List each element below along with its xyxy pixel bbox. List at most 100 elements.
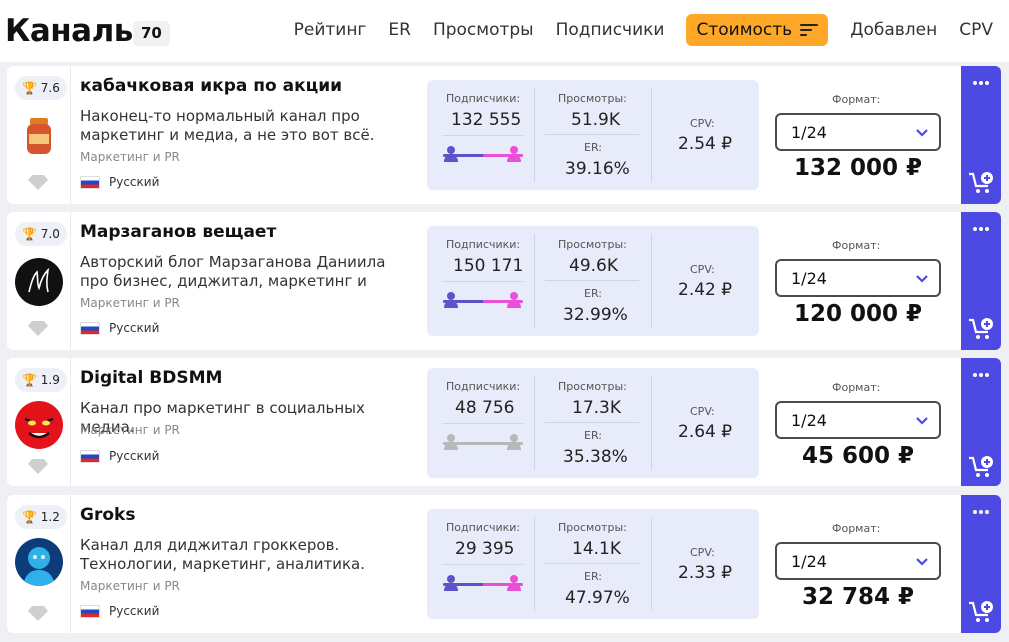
sort-subscribers[interactable]: Подписчики bbox=[555, 20, 665, 40]
signature-logo-icon[interactable] bbox=[15, 258, 63, 306]
blue-face-icon[interactable] bbox=[15, 538, 63, 586]
card-left-column: 🏆 7.0 bbox=[7, 212, 71, 350]
er-label: ER: bbox=[584, 141, 602, 154]
channel-name[interactable]: Digital BDSMM bbox=[80, 368, 223, 388]
channel-card[interactable]: 🏆 1.2 Groks Канал для диджитал гроккеров… bbox=[7, 495, 1001, 633]
sort-price-label: Стоимость bbox=[696, 20, 793, 40]
channel-category: Маркетинг и PR bbox=[80, 423, 180, 437]
channel-count-badge: 70 bbox=[133, 21, 170, 46]
channel-card[interactable]: 🏆 7.6 кабачковая икра по акции Наконец-т… bbox=[7, 66, 1001, 204]
channel-stats: Подписчики: 132 555 Просмотры: 51.9K ER:… bbox=[427, 80, 759, 190]
sort-added[interactable]: Добавлен bbox=[850, 20, 938, 40]
er-value: 39.16% bbox=[565, 159, 630, 179]
er-label: ER: bbox=[584, 429, 602, 442]
jar-icon[interactable] bbox=[15, 112, 63, 160]
more-icon[interactable] bbox=[972, 80, 990, 86]
gender-bar bbox=[443, 300, 523, 303]
subscribers-value: 29 395 bbox=[455, 539, 515, 559]
subscribers-value: 48 756 bbox=[455, 398, 515, 418]
diamond-icon[interactable] bbox=[28, 605, 48, 621]
channel-description: Авторский блог Марзаганова Даниила про б… bbox=[80, 253, 386, 290]
language-label: Русский bbox=[109, 321, 160, 335]
views-value: 49.6K bbox=[569, 256, 618, 276]
format-select[interactable]: 1/24 bbox=[775, 401, 941, 439]
gender-bar bbox=[443, 583, 523, 586]
channel-name[interactable]: Марзаганов вещает bbox=[80, 222, 277, 242]
gender-bar bbox=[443, 442, 523, 445]
russia-flag-icon bbox=[80, 449, 100, 463]
trophy-icon: 🏆 bbox=[22, 227, 37, 241]
format-label: Формат: bbox=[832, 381, 881, 394]
diamond-icon[interactable] bbox=[28, 174, 48, 190]
er-label: ER: bbox=[584, 287, 602, 300]
format-value: 1/24 bbox=[791, 269, 827, 288]
channel-card[interactable]: 🏆 7.0 Марзаганов вещает Авторский блог М… bbox=[7, 212, 1001, 350]
add-to-cart-icon[interactable] bbox=[968, 171, 994, 195]
gender-bar bbox=[443, 154, 523, 157]
format-value: 1/24 bbox=[791, 411, 827, 430]
more-icon[interactable] bbox=[972, 509, 990, 515]
cpv-label: CPV: bbox=[690, 546, 715, 559]
channel-stats: Подписчики: 29 395 Просмотры: 14.1K ER: … bbox=[427, 509, 759, 619]
channel-language: Русский bbox=[80, 175, 159, 189]
cpv-value: 2.33 ₽ bbox=[678, 563, 733, 583]
channel-name[interactable]: кабачковая икра по акции bbox=[80, 76, 343, 96]
subscribers-value: 150 171 bbox=[453, 256, 524, 276]
channel-card[interactable]: 🏆 1.9 Digital BDSMM Канал про маркетинг … bbox=[7, 358, 1001, 486]
subscribers-label: Подписчики: bbox=[446, 238, 521, 251]
add-to-cart-icon[interactable] bbox=[968, 455, 994, 479]
subscribers-value: 132 555 bbox=[451, 110, 522, 130]
rating-badge: 🏆 7.0 bbox=[15, 222, 67, 246]
chevron-down-icon bbox=[916, 417, 928, 425]
sort-views[interactable]: Просмотры bbox=[432, 20, 534, 40]
language-label: Русский bbox=[109, 449, 160, 463]
format-select[interactable]: 1/24 bbox=[775, 259, 941, 297]
cpv-label: CPV: bbox=[690, 263, 715, 276]
more-icon[interactable] bbox=[972, 226, 990, 232]
card-actions bbox=[961, 358, 1001, 486]
more-icon[interactable] bbox=[972, 372, 990, 378]
format-value: 1/24 bbox=[791, 123, 827, 142]
channel-category: Маркетинг и PR bbox=[80, 150, 180, 164]
er-value: 32.99% bbox=[563, 305, 628, 325]
format-select[interactable]: 1/24 bbox=[775, 113, 941, 151]
rating-value: 7.6 bbox=[40, 81, 60, 95]
cpv-label: CPV: bbox=[690, 405, 715, 418]
cpv-value: 2.64 ₽ bbox=[678, 422, 733, 442]
channel-description: Канал для диджитал гроккеров. Технологии… bbox=[80, 536, 365, 573]
add-to-cart-icon[interactable] bbox=[968, 600, 994, 624]
rating-badge: 🏆 1.2 bbox=[15, 505, 67, 529]
er-value: 47.97% bbox=[565, 588, 630, 608]
subscribers-label: Подписчики: bbox=[446, 380, 521, 393]
sort-nav: Рейтинг ER Просмотры Подписчики Стоимост… bbox=[272, 14, 993, 46]
format-select[interactable]: 1/24 bbox=[775, 542, 941, 580]
rating-badge: 🏆 7.6 bbox=[15, 76, 67, 100]
page-title: Каналы bbox=[5, 13, 142, 49]
rating-value: 1.9 bbox=[40, 373, 60, 387]
channel-name[interactable]: Groks bbox=[80, 505, 136, 525]
rating-badge: 🏆 1.9 bbox=[15, 368, 67, 392]
price: 132 000 ₽ bbox=[793, 155, 923, 181]
diamond-icon[interactable] bbox=[28, 320, 48, 336]
chevron-down-icon bbox=[916, 129, 928, 137]
subscribers-label: Подписчики: bbox=[446, 92, 521, 105]
sort-rating[interactable]: Рейтинг bbox=[293, 20, 367, 40]
add-to-cart-icon[interactable] bbox=[968, 317, 994, 341]
sort-price[interactable]: Стоимость bbox=[686, 14, 829, 46]
views-value: 17.3K bbox=[572, 398, 621, 418]
sort-er[interactable]: ER bbox=[388, 20, 411, 40]
devil-face-icon[interactable] bbox=[15, 401, 63, 449]
cpv-value: 2.54 ₽ bbox=[678, 134, 733, 154]
views-label: Просмотры: bbox=[558, 238, 627, 251]
views-label: Просмотры: bbox=[558, 521, 627, 534]
card-actions bbox=[961, 212, 1001, 350]
card-actions bbox=[961, 495, 1001, 633]
format-label: Формат: bbox=[832, 239, 881, 252]
russia-flag-icon bbox=[80, 604, 100, 618]
sort-cpv[interactable]: CPV bbox=[959, 20, 993, 40]
price: 45 600 ₽ bbox=[801, 443, 915, 469]
trophy-icon: 🏆 bbox=[22, 510, 37, 524]
channel-category: Маркетинг и PR bbox=[80, 579, 180, 593]
er-value: 35.38% bbox=[563, 447, 628, 467]
diamond-icon[interactable] bbox=[28, 458, 48, 474]
